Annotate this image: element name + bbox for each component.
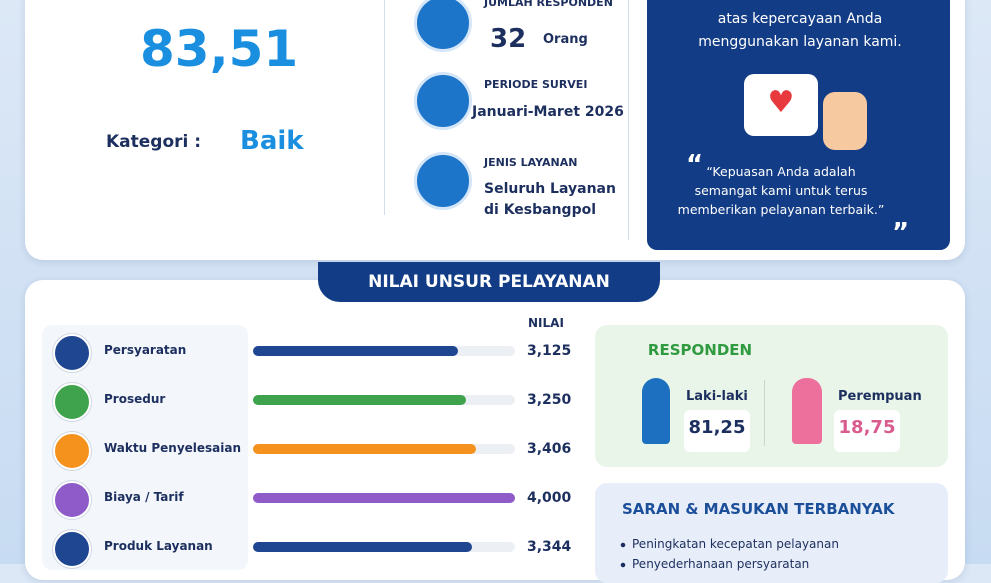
quote-mark: ” bbox=[892, 218, 910, 248]
female-icon bbox=[792, 378, 822, 444]
quote: “Kepuasan Anda adalah semangat kami untu… bbox=[677, 164, 885, 217]
male-label: Laki-laki bbox=[686, 389, 748, 404]
responden-title: RESPONDEN bbox=[647, 341, 753, 359]
column-label: NILAI bbox=[528, 316, 564, 330]
category-label: Kategori : bbox=[106, 132, 202, 152]
bar bbox=[253, 395, 466, 405]
bar bbox=[253, 444, 477, 454]
bar-value: 3,250 bbox=[527, 392, 572, 408]
row-name: Waktu Penyelesaian bbox=[104, 441, 242, 455]
male-value: 81,25 bbox=[684, 410, 750, 452]
female-label: Perempuan bbox=[838, 389, 922, 404]
row-name: Prosedur bbox=[104, 392, 166, 406]
divider bbox=[628, 0, 629, 240]
info-label: JENIS LAYANAN bbox=[484, 156, 578, 169]
row-icon bbox=[53, 530, 91, 568]
male-icon bbox=[642, 378, 670, 444]
section-title: NILAI UNSUR PELAYANAN bbox=[368, 272, 610, 292]
thumb bbox=[823, 92, 867, 150]
icon-list bbox=[414, 152, 472, 210]
icon-calendar bbox=[414, 72, 472, 130]
bar-value: 4,000 bbox=[527, 490, 572, 506]
row-name: Produk Layanan bbox=[104, 539, 213, 553]
icon-users bbox=[414, 0, 472, 52]
row-icon bbox=[53, 432, 91, 470]
row-name: Biaya / Tarif bbox=[104, 490, 184, 504]
thanks-text: atas kepercayaan Anda menggunakan layana… bbox=[698, 11, 902, 50]
quote-mark: “ bbox=[686, 150, 704, 180]
bar-value: 3,406 bbox=[527, 441, 572, 457]
bar-value: 3,344 bbox=[527, 539, 572, 555]
bar bbox=[253, 346, 458, 356]
bar bbox=[253, 542, 473, 552]
heart-bubble: ♥ bbox=[744, 74, 818, 136]
row-icon bbox=[53, 481, 91, 519]
divider bbox=[384, 0, 385, 215]
saran-item: Peningkatan kecepatan pelayanan bbox=[620, 537, 839, 551]
saran-item: Penyederhanaan persyaratan bbox=[620, 557, 810, 571]
bar bbox=[253, 493, 515, 503]
category: Baik bbox=[240, 126, 304, 156]
score: 83,51 bbox=[140, 20, 299, 78]
section-tab bbox=[318, 262, 660, 302]
info-value: Januari-Maret 2026 bbox=[472, 104, 624, 120]
saran-title: SARAN & MASUKAN TERBANYAK bbox=[622, 500, 895, 518]
female-value: 18,75 bbox=[834, 410, 900, 452]
info-label: JUMLAH RESPONDEN bbox=[484, 0, 613, 9]
info-unit: Orang bbox=[543, 32, 588, 47]
info-label: PERIODE SURVEI bbox=[484, 78, 588, 91]
divider bbox=[764, 380, 765, 446]
info-value: Seluruh Layanan di Kesbangpol bbox=[484, 181, 616, 218]
bar-value: 3,125 bbox=[527, 343, 572, 359]
row-icon bbox=[53, 334, 91, 372]
row-icon bbox=[53, 383, 91, 421]
info-value: 32 bbox=[490, 24, 527, 54]
row-name: Persyaratan bbox=[104, 343, 187, 357]
